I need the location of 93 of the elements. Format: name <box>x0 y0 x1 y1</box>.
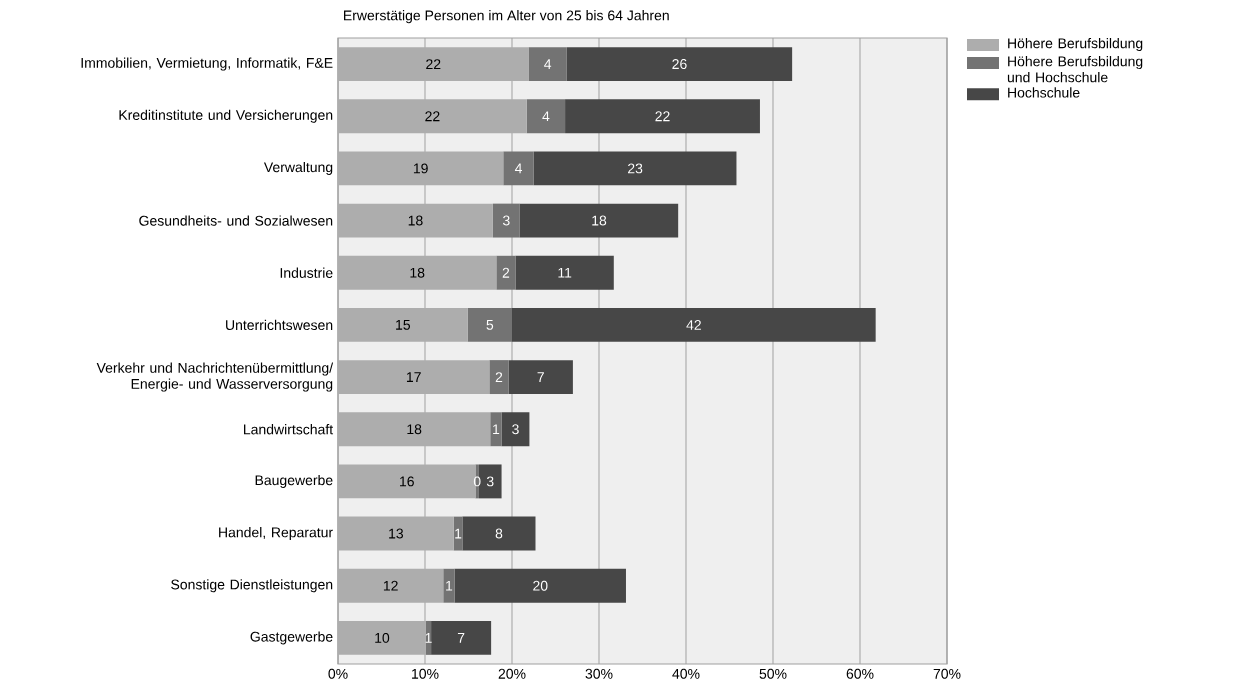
data-label: 11 <box>558 267 572 278</box>
bar <box>338 47 529 82</box>
legend-label: Höhere Berufsbildung <box>1008 37 1143 52</box>
y-tick-label: Gesundheits- und Sozialwesen <box>139 215 333 226</box>
data-label: 23 <box>628 163 643 174</box>
bar <box>338 99 527 134</box>
bar <box>475 464 479 499</box>
data-label: 16 <box>400 476 414 487</box>
x-tick-label: 60% <box>846 668 874 679</box>
data-label: 2 <box>495 372 503 382</box>
bar <box>338 360 490 395</box>
data-label: 1 <box>446 580 453 591</box>
data-label: 8 <box>495 528 503 539</box>
bar <box>454 568 626 603</box>
y-tick-label: Kreditinstitute und Versicherungen <box>119 109 333 123</box>
data-label: 26 <box>672 59 687 70</box>
chart-title: Erwerstätige Personen im Alter von 25 bis 64 Jahren <box>344 10 669 24</box>
y-tick-label: Sonstige Dienstleistungen <box>171 579 333 593</box>
y-tick-label: Unterrichtswesen <box>226 319 333 331</box>
bar <box>503 151 534 186</box>
bar <box>338 412 491 447</box>
data-label: 7 <box>457 633 465 643</box>
y-tick-label: Immobilien, Vermietung, Informatik, F&E <box>81 57 333 71</box>
bar <box>515 255 614 290</box>
x-tick-label: 20% <box>498 668 526 679</box>
bar <box>338 464 476 499</box>
bar <box>431 620 492 655</box>
data-label: 22 <box>655 111 670 122</box>
x-tick-label: 0% <box>328 668 348 679</box>
bar <box>338 151 504 186</box>
data-label: 18 <box>408 215 423 226</box>
bar <box>489 360 509 395</box>
data-label: 13 <box>389 528 404 539</box>
y-tick-label: Baugewerbe <box>255 474 333 488</box>
data-label: 12 <box>383 580 398 591</box>
bar <box>492 203 520 238</box>
data-label: 1 <box>425 633 432 643</box>
data-label: 1 <box>493 424 500 435</box>
data-label: 3 <box>486 476 494 487</box>
y-tick-label: Landwirtschaft <box>244 424 334 435</box>
bar <box>519 203 679 238</box>
data-label: 17 <box>406 372 421 382</box>
bar <box>501 412 530 447</box>
y-tick-label: Industrie <box>280 267 333 278</box>
bar <box>462 516 536 551</box>
data-label: 22 <box>425 111 440 122</box>
data-label: 10 <box>375 632 390 643</box>
bar <box>338 620 426 655</box>
data-label: 2 <box>502 267 510 278</box>
bar <box>338 568 444 603</box>
data-label: 0 <box>473 476 481 487</box>
data-label: 4 <box>514 163 523 174</box>
bar <box>490 412 502 447</box>
data-label: 15 <box>396 320 411 330</box>
x-tick-label: 50% <box>759 668 787 679</box>
bar <box>338 255 497 290</box>
data-label: 4 <box>544 59 552 69</box>
bar <box>443 568 455 603</box>
data-label: 18 <box>407 424 422 435</box>
bar <box>533 151 737 186</box>
data-label: 3 <box>512 424 519 435</box>
data-label: 5 <box>486 320 494 330</box>
y-tick-label: Handel, Reparatur <box>219 527 333 541</box>
bar <box>338 307 468 342</box>
bar <box>565 99 760 134</box>
bar <box>496 255 516 290</box>
data-label: 18 <box>592 215 607 226</box>
data-label: 1 <box>455 528 462 539</box>
legend-label: Hochschule <box>1008 87 1080 98</box>
bar <box>338 203 493 238</box>
y-tick-label: Gastgewerbe <box>250 631 333 645</box>
x-tick-label: 40% <box>672 668 700 679</box>
data-label: 18 <box>410 267 425 278</box>
data-label: 22 <box>426 59 441 69</box>
bar <box>467 307 513 342</box>
x-tick-label: 10% <box>412 668 439 679</box>
bar <box>512 307 876 342</box>
data-label: 19 <box>413 163 428 174</box>
data-label: 42 <box>686 320 701 330</box>
y-tick-label: Verwaltung <box>263 161 333 175</box>
data-label: 7 <box>537 372 544 382</box>
bar <box>526 99 566 134</box>
x-tick-label: 70% <box>933 668 961 679</box>
legend-label: Höhere Berufsbildung und Hochschule <box>1007 56 1143 83</box>
bar <box>528 47 567 82</box>
y-tick-label: Verkehr und Nachrichtenübermittlung/ Energie- und Wasserversorgung <box>96 362 334 392</box>
bar <box>508 360 573 395</box>
data-label: 20 <box>533 580 548 591</box>
bar <box>566 47 793 82</box>
data-label: 3 <box>502 215 510 226</box>
x-tick-label: 30% <box>585 668 613 679</box>
bar <box>338 516 454 551</box>
data-label: 4 <box>542 111 550 122</box>
